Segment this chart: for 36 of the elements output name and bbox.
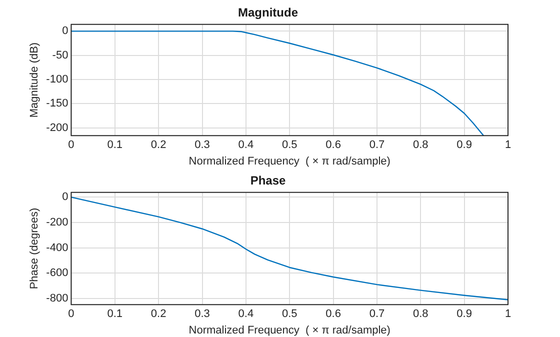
- x-tick-label: 0.4: [238, 308, 254, 320]
- y-tick-label: -200: [46, 216, 68, 229]
- x-axis-title: Normalized Frequency ( × π rad/sample): [188, 155, 390, 168]
- y-axis-title: Magnitude (dB): [28, 42, 41, 118]
- chart-title: Magnitude: [238, 6, 298, 20]
- y-tick-label: 0: [62, 191, 68, 204]
- x-tick-label: 0.1: [107, 139, 123, 152]
- x-tick-label: 0.4: [238, 139, 254, 152]
- x-tick-label: 0.2: [150, 139, 166, 152]
- x-tick-label: 0.6: [326, 308, 341, 320]
- y-tick-label: 0: [62, 25, 68, 38]
- x-tick-label: 0.1: [107, 308, 123, 320]
- x-tick-label: 0.3: [194, 139, 210, 152]
- y-tick-label: -600: [46, 267, 68, 280]
- y-tick-label: -150: [46, 98, 68, 110]
- x-tick-label: 1: [504, 139, 512, 152]
- x-tick-label: 0.9: [456, 139, 472, 152]
- chart-title: Phase: [250, 174, 286, 188]
- x-tick-label: 0.7: [369, 139, 385, 152]
- x-tick-label: 1: [504, 308, 512, 320]
- y-tick-label: -200: [46, 122, 68, 134]
- y-tick-label: -800: [46, 292, 68, 305]
- x-tick-label: 0.5: [282, 308, 298, 320]
- x-tick-label: 0.8: [412, 139, 428, 152]
- y-axis-title: Phase (degrees): [28, 208, 41, 290]
- y-tick-label: -400: [46, 242, 68, 254]
- x-tick-label: 0.3: [194, 308, 210, 320]
- x-tick-label: 0.5: [282, 139, 298, 152]
- y-tick-label: -50: [52, 49, 68, 62]
- x-tick-label: 0.6: [326, 139, 341, 152]
- x-tick-label: 0.9: [456, 308, 472, 320]
- x-axis-title: Normalized Frequency ( × π rad/sample): [188, 324, 390, 336]
- x-tick-label: 0.7: [369, 308, 385, 320]
- y-tick-label: -100: [46, 74, 68, 86]
- x-tick-label: 0.8: [412, 308, 428, 320]
- x-tick-label: 0.2: [150, 308, 166, 320]
